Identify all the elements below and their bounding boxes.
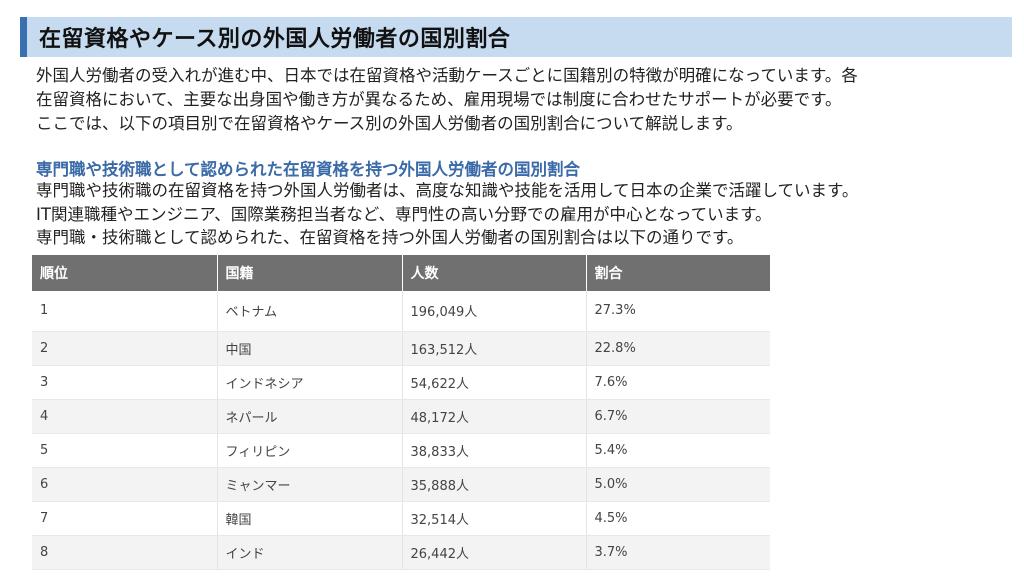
- table-row: 4 ネパール 48,172人 6.7%: [32, 399, 770, 434]
- table-row: 8 インド 26,442人 3.7%: [32, 535, 770, 570]
- section-line-1: 専門職や技術職の在留資格を持つ外国人労働者は、高度な知識や技能を活用して日本の企…: [36, 181, 859, 200]
- cell-nationality: ミャンマー: [217, 467, 403, 502]
- cell-count: 26,442人: [402, 535, 587, 570]
- title-bar: 在留資格やケース別の外国人労働者の国別割合: [20, 17, 1012, 57]
- header-nationality: 国籍: [217, 255, 403, 291]
- cell-count: 48,172人: [402, 399, 587, 434]
- cell-nationality: ネパール: [217, 399, 403, 434]
- cell-rank: 1: [32, 291, 218, 332]
- header-count: 人数: [402, 255, 587, 291]
- cell-rank: 7: [32, 501, 218, 536]
- page-title: 在留資格やケース別の外国人労働者の国別割合: [39, 27, 511, 52]
- nationality-ratio-table: 順位 国籍 人数 割合 1 ベトナム 196,049人 27.3% 2 中国 163,512…: [32, 255, 770, 570]
- table-row: 5 フィリピン 38,833人 5.4%: [32, 433, 770, 468]
- cell-nationality: フィリピン: [217, 433, 403, 468]
- intro-line-1: 外国人労働者の受入れが進む中、日本では在留資格や活動ケースごとに国籍別の特徴が明…: [36, 66, 858, 85]
- cell-nationality: インド: [217, 535, 403, 570]
- cell-count: 196,049人: [402, 291, 587, 332]
- table-row: 1 ベトナム 196,049人 27.3%: [32, 291, 770, 332]
- cell-nationality: インドネシア: [217, 365, 403, 400]
- header-ratio: 割合: [586, 255, 770, 291]
- cell-count: 38,833人: [402, 433, 587, 468]
- cell-rank: 4: [32, 399, 218, 434]
- cell-rank: 8: [32, 535, 218, 570]
- table-row: 7 韓国 32,514人 4.5%: [32, 501, 770, 536]
- cell-ratio: 4.5%: [586, 501, 770, 536]
- intro-paragraph: 外国人労働者の受入れが進む中、日本では在留資格や活動ケースごとに国籍別の特徴が明…: [36, 64, 1011, 136]
- cell-ratio: 5.4%: [586, 433, 770, 468]
- cell-nationality: 中国: [217, 331, 403, 366]
- table-row: 2 中国 163,512人 22.8%: [32, 331, 770, 366]
- cell-ratio: 3.7%: [586, 535, 770, 570]
- header-rank: 順位: [32, 255, 218, 291]
- cell-count: 32,514人: [402, 501, 587, 536]
- cell-ratio: 22.8%: [586, 331, 770, 366]
- cell-nationality: ベトナム: [217, 291, 403, 332]
- section-paragraph: 専門職や技術職の在留資格を持つ外国人労働者は、高度な知識や技能を活用して日本の企…: [36, 179, 1011, 250]
- cell-rank: 3: [32, 365, 218, 400]
- intro-line-3: ここでは、以下の項目別で在留資格やケース別の外国人労働者の国別割合について解説し…: [36, 114, 743, 133]
- table-header-row: 順位 国籍 人数 割合: [32, 255, 770, 291]
- cell-rank: 6: [32, 467, 218, 502]
- cell-count: 35,888人: [402, 467, 587, 502]
- table-row: 3 インドネシア 54,622人 7.6%: [32, 365, 770, 400]
- table-row: 6 ミャンマー 35,888人 5.0%: [32, 467, 770, 502]
- table-body: 1 ベトナム 196,049人 27.3% 2 中国 163,512人 22.8% 3 インドネシ…: [32, 291, 770, 570]
- cell-count: 54,622人: [402, 365, 587, 400]
- cell-ratio: 7.6%: [586, 365, 770, 400]
- cell-ratio: 5.0%: [586, 467, 770, 502]
- section-line-2: IT関連職種やエンジニア、国際業務担当者など、専門性の高い分野での雇用が中心とな…: [36, 204, 772, 224]
- cell-count: 163,512人: [402, 331, 587, 366]
- cell-nationality: 韓国: [217, 501, 403, 536]
- cell-rank: 2: [32, 331, 218, 366]
- cell-rank: 5: [32, 433, 218, 468]
- cell-ratio: 6.7%: [586, 399, 770, 434]
- cell-ratio: 27.3%: [586, 291, 770, 332]
- section-line-3: 専門職・技術職として認められた、在留資格を持つ外国人労働者の国別割合は以下の通り…: [36, 228, 744, 247]
- section-heading: 専門職や技術職として認められた在留資格を持つ外国人労働者の国別割合: [36, 160, 581, 179]
- intro-line-2: 在留資格において、主要な出身国や働き方が異なるため、雇用現場では制度に合わせたサ…: [36, 90, 842, 109]
